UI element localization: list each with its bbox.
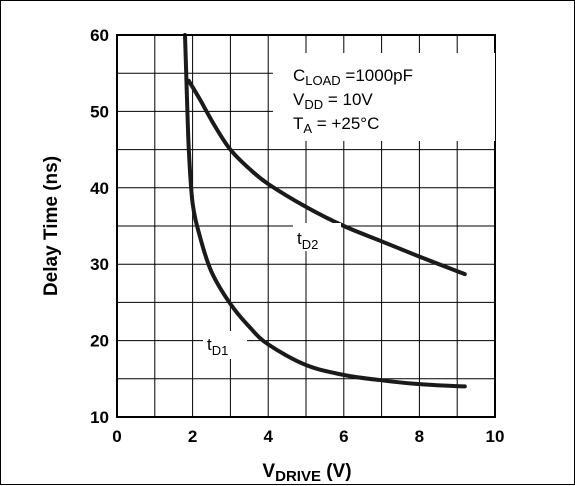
series-line-td2 bbox=[186, 78, 467, 277]
conditions-box bbox=[273, 53, 495, 141]
x-axis-title: VDRIVE (V) bbox=[262, 461, 351, 485]
y-tick-label: 40 bbox=[90, 179, 109, 198]
series-label-bg-td1 bbox=[203, 331, 247, 359]
y-tick-label: 30 bbox=[90, 255, 109, 274]
series-label-td2: tD2 bbox=[297, 229, 318, 252]
plot-area bbox=[116, 34, 496, 418]
series-line-td1 bbox=[183, 33, 467, 389]
x-tick-label: 6 bbox=[339, 427, 348, 446]
y-axis-title: Delay Time (ns) bbox=[41, 156, 62, 296]
y-tick-label: 10 bbox=[90, 408, 109, 427]
x-tick-label: 0 bbox=[112, 427, 121, 446]
y-tick-label: 60 bbox=[90, 26, 109, 45]
series-label-bg-td2 bbox=[293, 223, 341, 251]
condition-vdd: VDD = 10V bbox=[293, 90, 373, 112]
condition-cload: CLOAD =1000pF bbox=[293, 66, 413, 88]
y-tick-label: 50 bbox=[90, 102, 109, 121]
series-group bbox=[183, 33, 467, 389]
tick-labels: 0 2 4 6 8 10 10 20 30 40 50 60 bbox=[90, 26, 504, 446]
x-tick-label: 2 bbox=[188, 427, 197, 446]
x-tick-label: 8 bbox=[415, 427, 424, 446]
y-tick-label: 20 bbox=[90, 332, 109, 351]
x-tick-label: 4 bbox=[263, 427, 273, 446]
series-label-td1: tD1 bbox=[207, 335, 228, 358]
x-tick-label: 10 bbox=[486, 427, 505, 446]
condition-ta: TA = +25°C bbox=[293, 114, 379, 136]
